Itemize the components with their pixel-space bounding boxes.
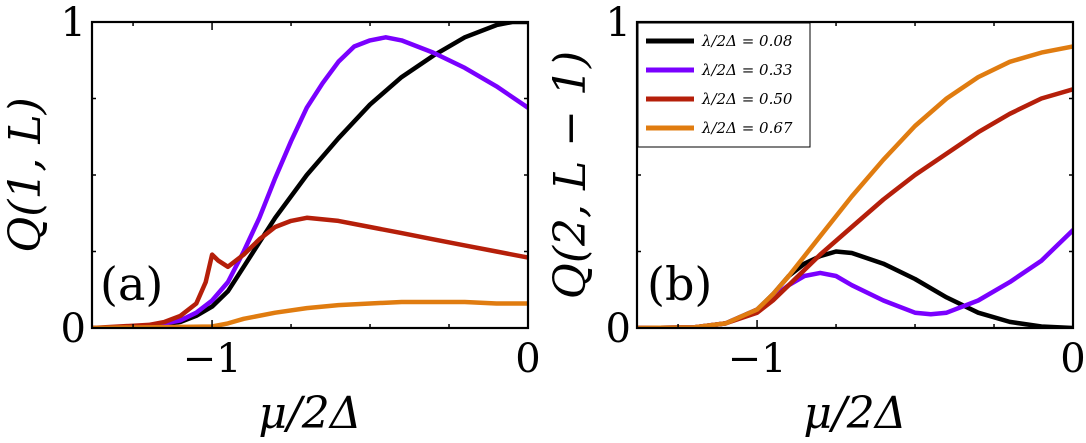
legend-entry-label: λ/2Δ = 0.33 [701, 61, 792, 79]
panel-a: −1 0 0 1 μ/2Δ Q(1, L) (a) [0, 0, 541, 439]
x-tick-label: −1 [728, 336, 787, 382]
series-group [92, 22, 528, 328]
series-line-2067 [92, 299, 528, 328]
series-group [637, 44, 1073, 328]
legend: λ/2Δ = 0.08 λ/2Δ = 0.33 λ/2Δ = 0.50 λ/2Δ = … [637, 22, 811, 148]
legend-entry-label: λ/2Δ = 0.08 [701, 32, 792, 50]
panel-label: (a) [100, 257, 163, 311]
x-tick-label: 0 [515, 336, 540, 382]
series-line-2033 [92, 35, 528, 328]
y-axis-label: Q(2, L − 1) [545, 51, 596, 299]
y-tick-label: 1 [61, 0, 86, 46]
y-tick-label: 0 [606, 306, 631, 352]
x-axis-label: μ/2Δ [258, 388, 361, 439]
y-tick-label: 0 [61, 306, 86, 352]
series-line-2067 [637, 44, 1073, 328]
x-tick-label: 0 [1060, 336, 1085, 382]
series-line-2050 [92, 215, 528, 328]
x-axis-label: μ/2Δ [803, 388, 906, 439]
legend-entry-label: λ/2Δ = 0.67 [701, 119, 793, 137]
y-axis-label: Q(1, L) [0, 97, 51, 253]
y-tick-label: 1 [606, 0, 631, 46]
x-tick-label: −1 [183, 336, 242, 382]
legend-entry-label: λ/2Δ = 0.50 [701, 90, 793, 108]
panel-label: (b) [647, 257, 712, 311]
